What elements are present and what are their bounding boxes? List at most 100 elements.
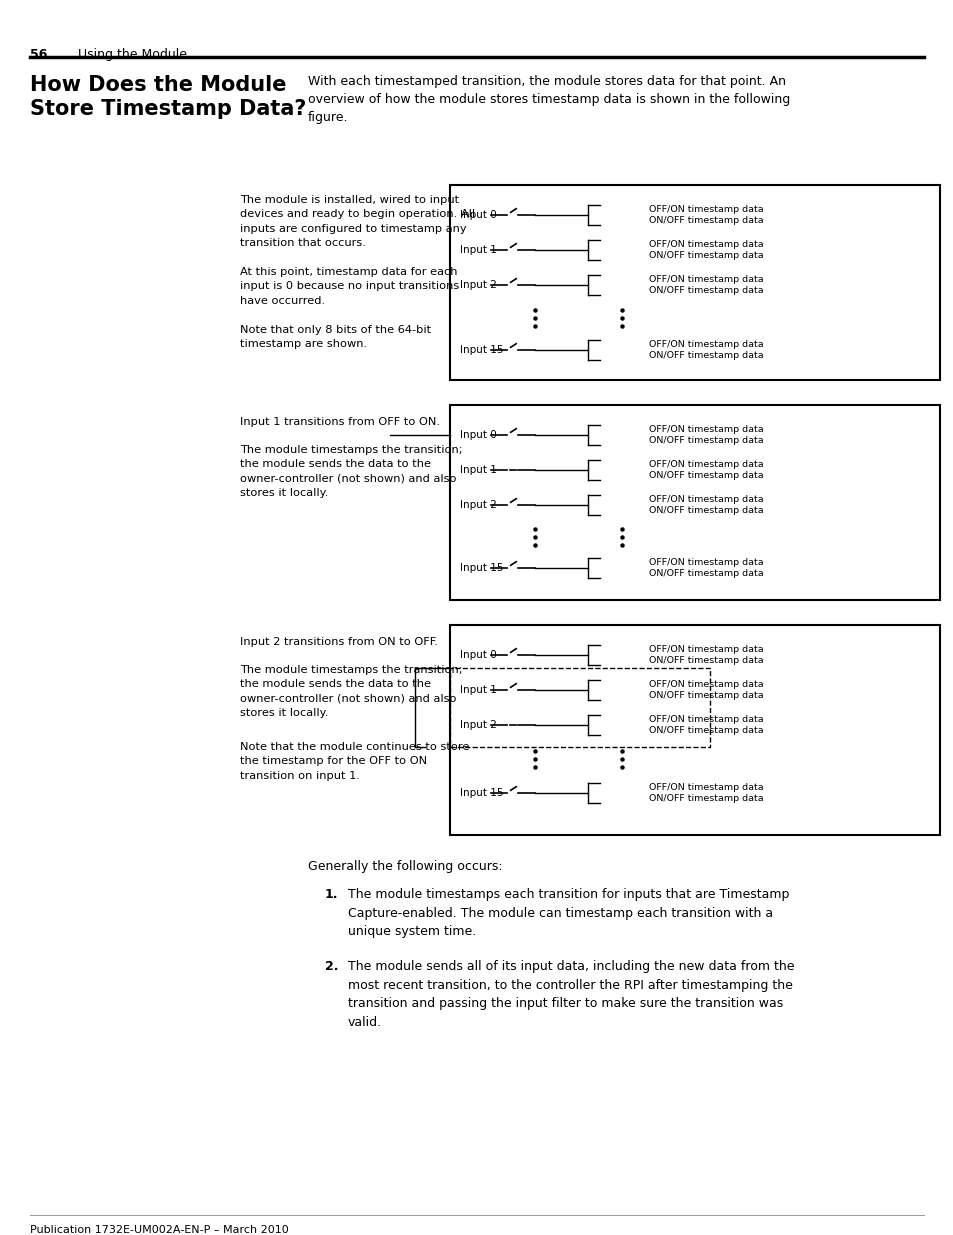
Bar [599, 205, 605, 214]
Bar [627, 436, 633, 445]
Text: ON/OFF timestamp data: ON/OFF timestamp data [648, 726, 762, 735]
Bar [605, 692, 610, 700]
Bar [621, 351, 627, 359]
Bar [621, 251, 627, 261]
Bar [616, 656, 621, 664]
Bar [610, 251, 616, 261]
Bar [621, 471, 627, 480]
Text: Input 15: Input 15 [459, 788, 503, 798]
Bar [616, 692, 621, 700]
Bar [627, 645, 633, 655]
Text: OFF/ON timestamp data: OFF/ON timestamp data [648, 645, 762, 655]
Bar [616, 425, 621, 433]
Text: ON/OFF timestamp data: ON/OFF timestamp data [648, 251, 762, 261]
Bar [599, 680, 605, 689]
Bar [610, 783, 616, 792]
Bar [627, 425, 633, 433]
Bar [638, 569, 643, 578]
Text: Input 0: Input 0 [459, 430, 497, 440]
Bar [633, 436, 638, 445]
Bar [638, 680, 643, 689]
Bar [633, 783, 638, 792]
Text: ON/OFF timestamp data: ON/OFF timestamp data [648, 216, 762, 225]
Bar [616, 645, 621, 655]
Text: OFF/ON timestamp data: OFF/ON timestamp data [648, 425, 762, 433]
Bar [638, 340, 643, 350]
Bar [621, 340, 627, 350]
Bar [621, 436, 627, 445]
Bar [638, 351, 643, 359]
Bar [616, 240, 621, 249]
Bar [627, 656, 633, 664]
Bar [638, 783, 643, 792]
Bar [605, 459, 610, 469]
Text: 1.: 1. [325, 888, 338, 902]
Bar [627, 340, 633, 350]
Bar [633, 680, 638, 689]
Bar [638, 216, 643, 225]
Bar [638, 645, 643, 655]
Bar [638, 275, 643, 284]
Text: ON/OFF timestamp data: ON/OFF timestamp data [648, 436, 762, 445]
Bar [599, 436, 605, 445]
Bar [616, 726, 621, 735]
Bar [633, 558, 638, 567]
Bar [638, 558, 643, 567]
Text: OFF/ON timestamp data: OFF/ON timestamp data [648, 783, 762, 792]
Bar [605, 569, 610, 578]
Bar [627, 715, 633, 724]
Bar [621, 205, 627, 214]
Bar [621, 275, 627, 284]
Bar [599, 656, 605, 664]
Bar [599, 569, 605, 578]
Text: OFF/ON timestamp data: OFF/ON timestamp data [648, 459, 762, 469]
Bar [599, 275, 605, 284]
Bar [616, 251, 621, 261]
Bar [616, 340, 621, 350]
Bar [633, 351, 638, 359]
Text: Input 2: Input 2 [459, 720, 497, 730]
Bar [627, 459, 633, 469]
Bar [605, 680, 610, 689]
Bar [616, 794, 621, 803]
Bar [627, 558, 633, 567]
Text: Note that the module continues to store –
the timestamp for the OFF to ON
transi: Note that the module continues to store … [240, 742, 478, 781]
Bar [633, 240, 638, 249]
Text: OFF/ON timestamp data: OFF/ON timestamp data [648, 495, 762, 504]
Bar [627, 240, 633, 249]
Bar [621, 506, 627, 515]
Bar [616, 287, 621, 295]
Text: ON/OFF timestamp data: ON/OFF timestamp data [648, 506, 762, 515]
Bar [621, 459, 627, 469]
Bar [627, 692, 633, 700]
Bar [627, 205, 633, 214]
Bar [633, 275, 638, 284]
Bar [638, 471, 643, 480]
Bar [599, 783, 605, 792]
Bar [610, 351, 616, 359]
Bar [616, 471, 621, 480]
Bar [599, 351, 605, 359]
Bar [627, 275, 633, 284]
Text: ON/OFF timestamp data: ON/OFF timestamp data [648, 692, 762, 700]
Bar [599, 425, 605, 433]
Bar [616, 205, 621, 214]
Text: Input 1 transitions from OFF to ON.: Input 1 transitions from OFF to ON. [240, 417, 439, 427]
Bar [610, 275, 616, 284]
Text: 2.: 2. [325, 960, 338, 973]
Bar [638, 251, 643, 261]
Bar [638, 240, 643, 249]
Bar [616, 680, 621, 689]
Bar [610, 656, 616, 664]
Bar [633, 726, 638, 735]
Bar [605, 251, 610, 261]
Bar [450, 668, 709, 747]
Bar [633, 251, 638, 261]
Bar [610, 425, 616, 433]
Bar [621, 240, 627, 249]
Bar [599, 715, 605, 724]
Text: Input 1: Input 1 [459, 685, 497, 695]
Text: How Does the Module
Store Timestamp Data?: How Does the Module Store Timestamp Data… [30, 75, 306, 119]
Bar [605, 340, 610, 350]
Bar [599, 251, 605, 261]
